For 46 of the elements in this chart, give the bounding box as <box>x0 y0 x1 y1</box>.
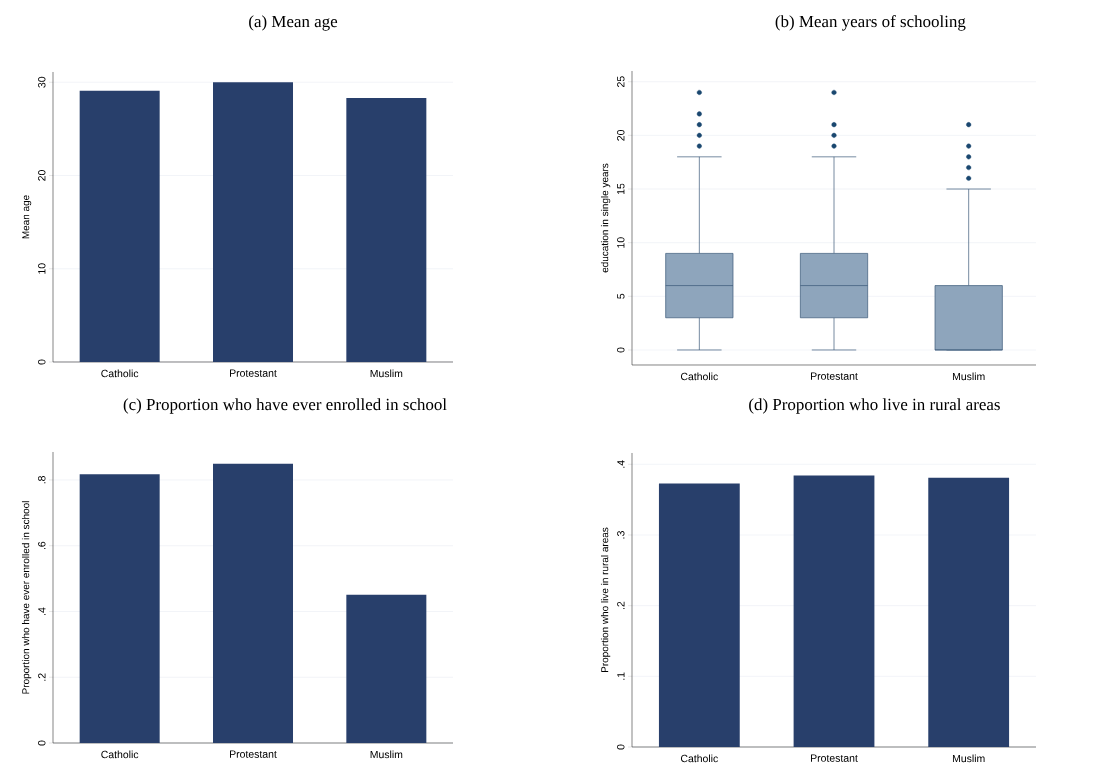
x-tick-label: Muslim <box>370 750 403 759</box>
y-tick-label: .6 <box>38 541 46 550</box>
bar <box>213 82 293 362</box>
bar <box>346 594 427 743</box>
bar <box>346 98 427 362</box>
y-tick-label: 20 <box>617 129 625 141</box>
y-axis-title: Proportion who live in rural areas <box>600 527 611 672</box>
y-tick-label: .2 <box>38 673 46 681</box>
bar <box>79 90 160 362</box>
y-tick-label: 15 <box>617 183 625 195</box>
chart-title: (b) Mean years of schooling <box>775 15 966 31</box>
y-axis-title: Proportion who have ever enrolled in school <box>21 501 32 694</box>
x-tick-label: Catholic <box>680 754 718 763</box>
y-tick-label: 0 <box>617 744 625 750</box>
y-tick-label: .2 <box>617 601 625 610</box>
y-tick-label: 20 <box>38 170 46 181</box>
y-tick-label: 30 <box>38 76 46 88</box>
x-tick-label: Muslim <box>370 369 403 378</box>
x-tick-label: Catholic <box>680 372 718 381</box>
y-tick-label: .4 <box>617 460 625 468</box>
chart-title: (a) Mean age <box>249 15 338 31</box>
y-tick-label: .1 <box>617 672 625 680</box>
x-tick-label: Protestant <box>811 372 858 380</box>
chart-title: (d) Proportion who live in rural areas <box>749 398 1000 414</box>
y-tick-label: 10 <box>38 263 46 274</box>
y-tick-label: 0 <box>38 359 46 365</box>
y-tick-label: 5 <box>617 293 625 299</box>
y-tick-label: 10 <box>617 237 625 248</box>
x-tick-label: Protestant <box>230 750 277 758</box>
bar <box>79 474 160 743</box>
x-tick-label: Muslim <box>952 372 985 381</box>
y-tick-label: 0 <box>38 740 46 746</box>
y-tick-label: .4 <box>38 607 46 615</box>
x-tick-label: Catholic <box>101 369 139 378</box>
y-axis-title: Mean age <box>22 195 32 239</box>
y-axis-title: education in single years <box>600 163 611 273</box>
y-tick-label: 25 <box>617 76 625 88</box>
y-tick-label: .3 <box>617 531 625 539</box>
bar <box>213 463 293 743</box>
x-tick-label: Muslim <box>952 754 985 763</box>
x-tick-label: Catholic <box>101 750 139 759</box>
x-tick-label: Protestant <box>811 754 858 762</box>
y-tick-label: 0 <box>617 347 625 353</box>
chart-title: (c) Proportion who have ever enrolled in school <box>123 398 447 414</box>
y-tick-label: .8 <box>38 476 46 484</box>
x-tick-label: Protestant <box>230 369 277 377</box>
